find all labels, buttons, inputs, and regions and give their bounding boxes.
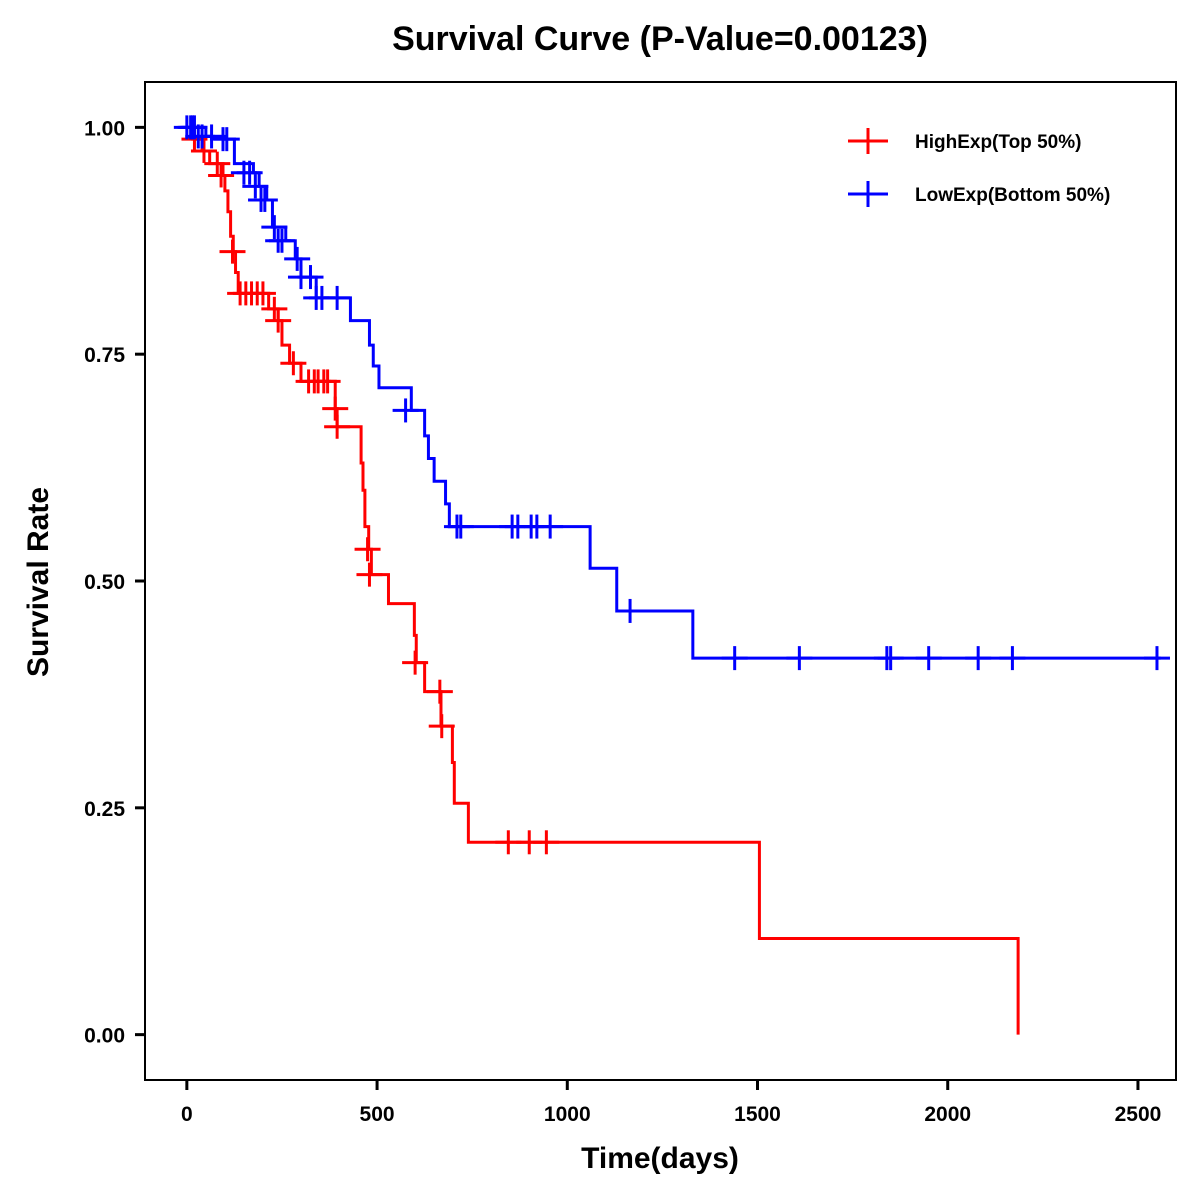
censor-mark bbox=[402, 650, 429, 675]
x-axis-label: Time(days) bbox=[581, 1142, 739, 1175]
censor-mark bbox=[322, 396, 349, 421]
y-tick-label: 0.00 bbox=[84, 1025, 125, 1048]
censor-mark bbox=[204, 151, 231, 176]
censor-mark bbox=[915, 646, 942, 671]
y-axis: 0.00 0.25 0.50 0.75 1.00 bbox=[84, 117, 145, 1048]
censor-mark bbox=[1143, 646, 1170, 671]
y-tick-label: 0.25 bbox=[84, 798, 125, 821]
x-tick-label: 2000 bbox=[924, 1103, 971, 1126]
censor-mark bbox=[392, 398, 419, 423]
censor-mark bbox=[219, 239, 246, 264]
legend-label: HighExp(Top 50%) bbox=[915, 132, 1081, 153]
y-tick-label: 0.75 bbox=[84, 344, 125, 367]
censor-mark bbox=[213, 127, 240, 152]
censor-mark bbox=[999, 646, 1026, 671]
censor-mark bbox=[786, 646, 813, 671]
censor-mark bbox=[208, 163, 235, 188]
x-tick-label: 1000 bbox=[544, 1103, 591, 1126]
x-tick-label: 500 bbox=[360, 1103, 395, 1126]
censor-mark bbox=[280, 351, 307, 376]
censor-mark bbox=[354, 537, 381, 562]
censor-mark bbox=[261, 296, 288, 321]
censor-mark bbox=[324, 414, 351, 439]
series-highexp bbox=[181, 125, 1020, 1035]
censor-mark bbox=[617, 598, 644, 623]
y-tick-label: 1.00 bbox=[84, 117, 125, 140]
y-tick-label: 0.50 bbox=[84, 571, 125, 594]
chart-title: Survival Curve (P-Value=0.00123) bbox=[392, 20, 928, 58]
x-tick-label: 2500 bbox=[1115, 1103, 1162, 1126]
survival-line bbox=[186, 125, 1161, 660]
censor-mark bbox=[537, 514, 564, 539]
survival-line bbox=[186, 125, 1020, 1035]
censor-mark bbox=[251, 187, 278, 212]
censor-mark bbox=[284, 246, 311, 271]
censor-mark bbox=[198, 124, 225, 149]
censor-mark bbox=[261, 215, 288, 240]
plot-frame bbox=[144, 81, 1177, 1081]
censor-mark bbox=[533, 830, 560, 855]
x-axis: 0 500 1000 1500 2000 2500 bbox=[181, 1080, 1161, 1126]
censor-mark bbox=[428, 714, 455, 739]
series-lowexp bbox=[173, 115, 1170, 671]
censor-mark bbox=[721, 646, 748, 671]
censor-mark bbox=[268, 228, 295, 253]
censor-mark bbox=[236, 160, 263, 185]
censor-mark bbox=[314, 369, 341, 394]
censor-mark bbox=[265, 308, 292, 333]
censor-mark bbox=[297, 265, 324, 290]
legend-label: LowExp(Bottom 50%) bbox=[915, 185, 1110, 206]
censor-mark bbox=[965, 646, 992, 671]
legend-item: HighExp(Top 50%) bbox=[848, 128, 1081, 154]
legend: HighExp(Top 50%) LowExp(Bottom 50%) bbox=[848, 128, 1110, 207]
legend-swatch-icon bbox=[848, 128, 888, 154]
censor-mark bbox=[242, 174, 269, 199]
censor-mark bbox=[877, 646, 904, 671]
legend-swatch-icon bbox=[848, 181, 888, 207]
censor-mark bbox=[190, 138, 217, 163]
x-tick-label: 0 bbox=[181, 1103, 193, 1126]
plot-area bbox=[173, 115, 1170, 1035]
censor-mark bbox=[426, 679, 453, 704]
censor-mark bbox=[249, 281, 276, 306]
censor-mark bbox=[356, 562, 383, 587]
censor-mark bbox=[447, 514, 474, 539]
y-axis-label: Survival Rate bbox=[22, 487, 55, 677]
x-tick-label: 1500 bbox=[734, 1103, 781, 1126]
censor-mark bbox=[324, 285, 351, 310]
legend-item: LowExp(Bottom 50%) bbox=[848, 181, 1110, 207]
